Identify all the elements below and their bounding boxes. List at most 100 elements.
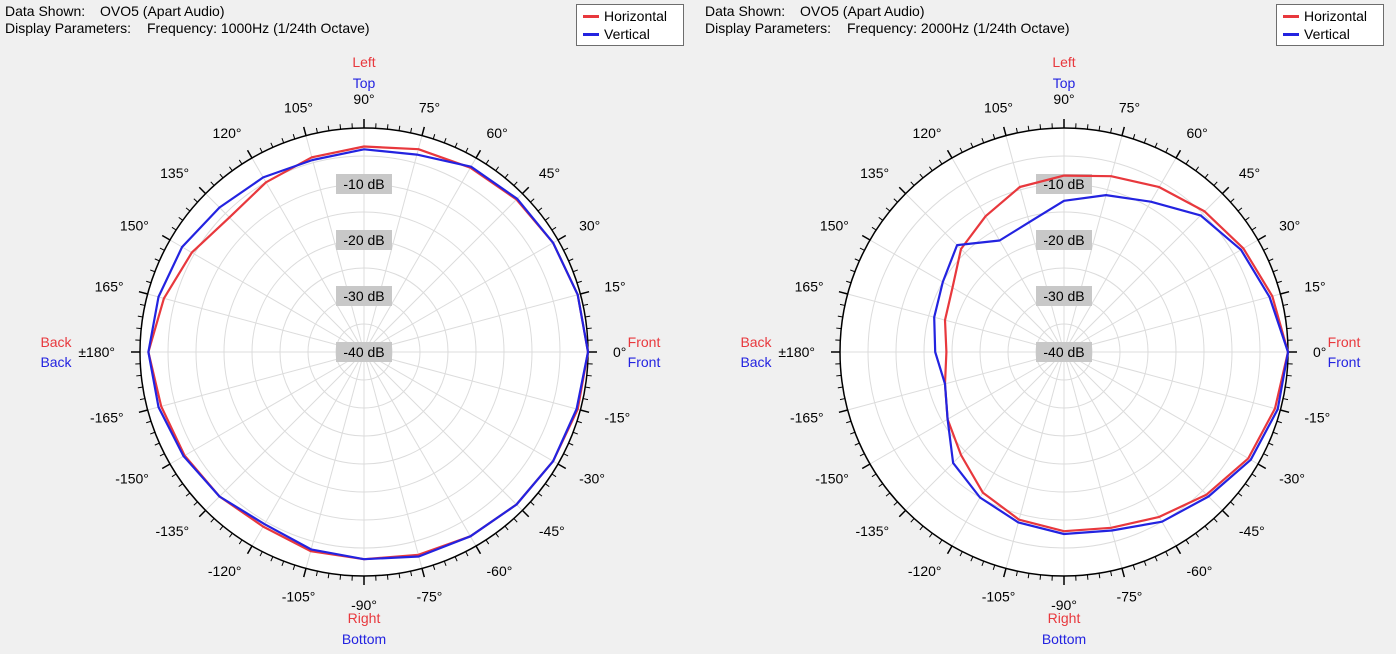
minor-tick [495,532,500,538]
minor-tick [1039,124,1042,130]
minor-tick [270,556,274,562]
minor-tick [530,501,535,506]
angle-tick-label: -105° [982,588,1016,604]
grid-spoke [251,157,365,353]
major-tick [1257,463,1267,470]
grid-spoke [1063,351,1223,511]
minor-tick [465,551,469,557]
minor-tick [171,473,177,478]
minor-tick [871,473,877,478]
db-label-background [336,286,392,306]
minor-tick [992,134,996,140]
minor-tick [1213,518,1218,523]
minor-tick [854,442,860,446]
minor-tick [193,501,198,506]
major-tick [1121,126,1126,136]
legend-entry-horizontal: Horizontal [583,7,667,25]
polar-plot: -10 dB -20 dB -30 dB -40 dB 0° 15° 30° 45° 60° 75… [740,54,1361,647]
direction-label-left: Left [1052,54,1075,70]
minor-tick [513,518,518,523]
minor-tick [1283,303,1289,306]
major-tick [946,149,953,159]
angle-tick-label: 165° [95,279,124,295]
grid-spoke [1063,135,1123,353]
angle-tick-label: 60° [487,125,508,141]
direction-label-left: Left [352,54,375,70]
chart-info: Data Shown: OVO5 (Apart Audio) Display Pa… [5,3,370,37]
display-params-value: Frequency: 1000Hz (1/24th Octave) [147,20,370,36]
minor-tick [576,280,582,284]
angle-tick-label: -45° [1239,523,1265,539]
minor-tick [1230,198,1235,203]
minor-tick [504,173,509,179]
minor-tick [837,386,843,389]
legend-swatch-vertical [1283,32,1299,36]
db-tick-label: -10 dB [343,176,384,192]
minor-tick [1213,181,1218,186]
minor-tick [171,226,177,231]
minor-tick [1204,525,1209,531]
angle-tick-label: 30° [579,218,600,234]
minor-tick [1237,492,1243,497]
db-label-background [1036,342,1092,362]
minor-tick [159,453,165,457]
minor-tick [850,269,856,273]
minor-tick [1272,269,1278,273]
major-tick [557,234,567,241]
minor-tick [410,571,413,577]
minor-tick [178,483,184,488]
grid-spoke [847,293,1065,353]
grid-spoke [205,193,365,353]
angle-tick-label: 90° [353,91,374,107]
grid-spoke [363,351,581,411]
minor-tick [1027,125,1030,131]
minor-tick [530,198,535,203]
angle-tick-label: -75° [417,588,443,604]
minor-tick [1185,539,1190,545]
major-tick [580,290,590,295]
legend-swatch-vertical [583,32,599,36]
minor-tick [836,327,842,330]
minor-tick [513,181,518,186]
minor-tick [210,181,215,186]
minor-tick [563,247,569,251]
grid-spoke [363,157,477,353]
minor-tick [178,216,184,221]
direction-label-front-vertical: Front [1328,354,1361,370]
major-tick [580,409,590,414]
major-tick [198,186,207,195]
db-tick-label: -10 dB [1043,176,1084,192]
db-tick-label: -30 dB [343,288,384,304]
display-params-value: Frequency: 2000Hz (1/24th Octave) [847,20,1070,36]
minor-tick [959,551,963,557]
angle-tick-label: 45° [539,165,560,181]
angle-tick-label: 15° [604,279,625,295]
minor-tick [259,551,263,557]
minor-tick [1263,247,1269,251]
minor-tick [193,198,198,203]
angle-tick-label: 45° [1239,165,1260,181]
major-tick [861,234,871,241]
minor-tick [1276,420,1282,424]
minor-tick [137,315,143,318]
grid-spoke [869,239,1065,353]
minor-tick [270,142,274,148]
grid-spoke [363,351,559,465]
minor-tick [846,280,852,284]
series-line-vertical [147,148,590,561]
minor-tick [432,134,436,140]
minor-tick [981,138,985,144]
minor-tick [1195,532,1200,538]
minor-tick [454,142,458,148]
minor-tick [586,374,592,377]
display-params-label: Display Parameters: [5,20,132,36]
grid-spoke [363,193,523,353]
direction-label-back-vertical: Back [40,354,72,370]
major-tick [1175,149,1182,159]
minor-tick [219,173,224,179]
minor-tick [586,327,592,330]
angle-tick-label: 60° [1187,125,1208,141]
minor-tick [837,315,843,318]
minor-tick [1143,138,1147,144]
minor-tick [1251,226,1257,231]
